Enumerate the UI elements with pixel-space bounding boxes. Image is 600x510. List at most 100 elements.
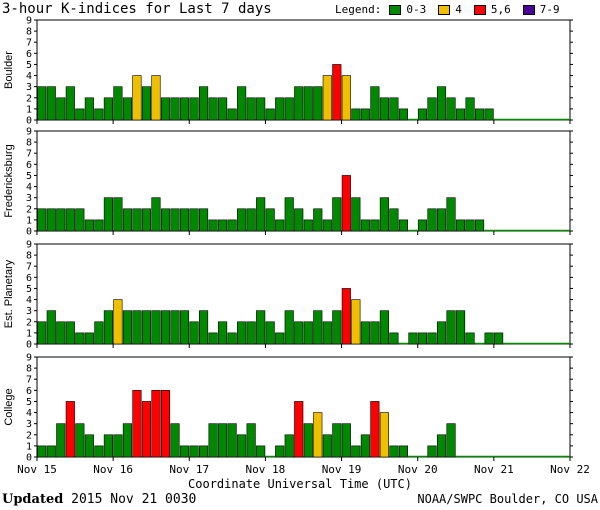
k-index-bar (322, 434, 332, 458)
k-index-bar (341, 175, 351, 232)
k-index-bar (370, 219, 380, 232)
k-index-bar (37, 208, 47, 232)
k-index-bar (417, 219, 428, 232)
k-index-bar (379, 197, 389, 232)
k-index-bar (160, 390, 171, 458)
k-index-bar (170, 423, 180, 458)
k-index-bar (237, 321, 247, 345)
k-index-bar (65, 321, 75, 345)
k-index-bar (265, 208, 275, 232)
k-index-bar (227, 423, 237, 458)
k-index-bar (484, 332, 494, 345)
k-index-bar (94, 321, 104, 345)
k-index-bar (170, 97, 180, 121)
k-index-bar (56, 97, 66, 121)
k-index-bar (199, 208, 209, 232)
k-index-bar (208, 332, 218, 345)
k-index-bar (294, 321, 304, 345)
k-index-bar (160, 97, 171, 121)
k-index-bar (113, 434, 123, 458)
k-index-bar (436, 321, 447, 345)
k-index-bar (256, 445, 266, 458)
k-index-bar (436, 434, 447, 458)
k-index-bar (313, 86, 323, 121)
k-index-bar (465, 97, 475, 121)
k-index-bar (170, 310, 180, 345)
k-index-bar (303, 321, 313, 345)
k-index-bar (141, 401, 152, 458)
legend-swatch-purple (522, 4, 535, 15)
x-tick-label: Nov 17 (169, 463, 209, 476)
k-index-bar (370, 86, 380, 121)
k-index-bar (122, 310, 132, 345)
y-tick-label: 3 (26, 419, 32, 430)
k-index-bar (275, 445, 285, 458)
y-tick-label: 0 (26, 116, 32, 127)
x-tick-label: Nov 18 (246, 463, 286, 476)
k-index-bar (475, 108, 485, 121)
k-index-bar (341, 423, 351, 458)
panel-label: College (3, 388, 15, 425)
k-index-bar (151, 390, 161, 458)
k-index-bar (227, 219, 237, 232)
k-index-bar (389, 332, 399, 345)
y-tick-label: 6 (26, 273, 32, 284)
k-index-bar (151, 310, 161, 345)
y-tick-label: 8 (26, 364, 32, 375)
k-index-bar (151, 197, 161, 232)
k-index-bar (56, 321, 66, 345)
legend-swatch-red (473, 4, 486, 15)
y-tick-label: 2 (26, 430, 32, 441)
y-tick-label: 2 (26, 204, 32, 215)
legend: Legend: 0-3 4 5,6 7-9 (335, 3, 572, 16)
k-index-bar (389, 445, 399, 458)
y-tick-label: 7 (26, 375, 32, 386)
k-index-bar (37, 321, 47, 345)
k-index-bar (455, 310, 466, 345)
k-index-bar (370, 321, 380, 345)
k-index-bar (351, 108, 361, 121)
k-index-bar (75, 108, 85, 121)
legend-text: 5,6 (490, 3, 511, 16)
k-index-bar (275, 219, 285, 232)
k-index-bar (284, 434, 294, 458)
k-index-bar (455, 108, 466, 121)
k-index-bar (179, 310, 190, 345)
k-index-bar (341, 75, 351, 121)
k-index-bar (284, 197, 294, 232)
x-tick-label: Nov 20 (398, 463, 438, 476)
legend-item-7-9: 7-9 (522, 3, 560, 16)
y-tick-label: 8 (26, 27, 32, 38)
k-index-bar (294, 86, 304, 121)
k-index-bar (303, 219, 313, 232)
k-index-bar (332, 423, 342, 458)
legend-swatch-green (389, 4, 402, 15)
y-tick-label: 1 (26, 441, 32, 452)
k-index-bar (141, 86, 152, 121)
k-index-bar (322, 321, 332, 345)
k-index-bar (427, 332, 437, 345)
k-index-bar (322, 219, 332, 232)
k-index-bar (132, 310, 142, 345)
panel-label: Est. Planetary (3, 259, 15, 328)
k-index-bar (237, 434, 247, 458)
k-index-bar (446, 97, 456, 121)
k-index-bar (494, 332, 504, 345)
k-index-bar (436, 86, 447, 121)
k-index-bar (246, 97, 256, 121)
k-index-bar (227, 332, 237, 345)
k-index-bar (46, 310, 56, 345)
k-index-bar (275, 97, 285, 121)
k-index-bar (370, 401, 380, 458)
k-index-bar (84, 434, 94, 458)
legend-item-5-6: 5,6 (473, 3, 511, 16)
k-index-bar (189, 208, 199, 232)
y-tick-label: 3 (26, 306, 32, 317)
k-index-bar (303, 423, 313, 458)
k-index-bar (446, 197, 456, 232)
k-index-bar (332, 64, 342, 121)
y-tick-label: 3 (26, 193, 32, 204)
y-tick-label: 9 (26, 240, 32, 251)
k-index-bar (265, 108, 275, 121)
